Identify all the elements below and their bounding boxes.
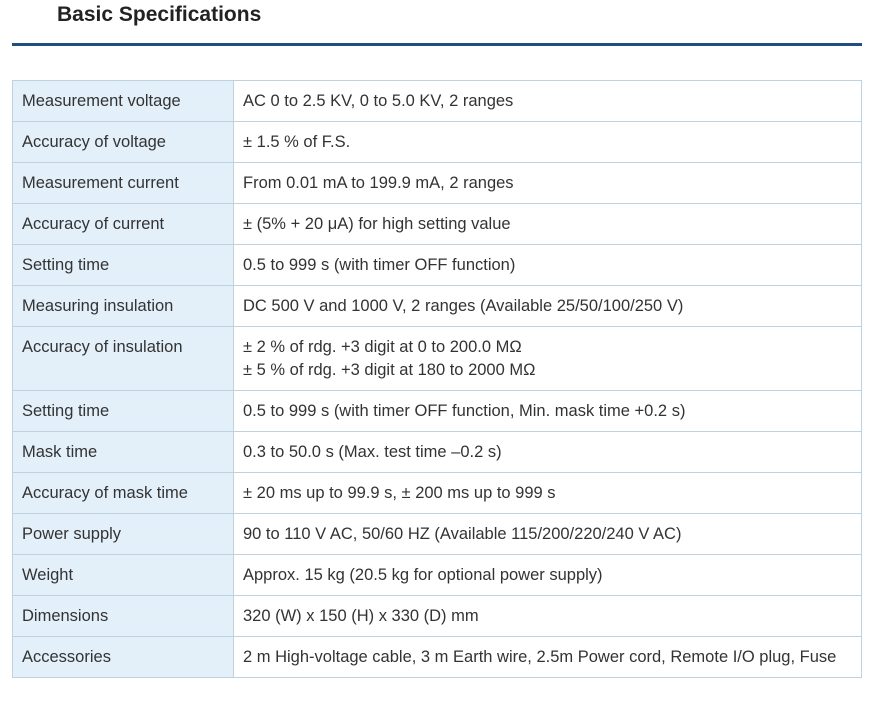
spec-value-cell: 0.5 to 999 s (with timer OFF function, M…: [233, 390, 862, 432]
spec-value: 90 to 110 V AC, 50/60 HZ (Available 115/…: [243, 525, 682, 543]
spec-value: ± 20 ms up to 99.9 s, ± 200 ms up to 999…: [243, 484, 556, 502]
spec-row: Measurement current From 0.01 mA to 199.9…: [12, 162, 862, 204]
spec-value-cell: ± (5% + 20 μA) for high setting value: [233, 203, 862, 245]
spec-value-cell: 90 to 110 V AC, 50/60 HZ (Available 115/…: [233, 513, 862, 555]
spec-value-cell: From 0.01 mA to 199.9 mA, 2 ranges: [233, 162, 862, 204]
spec-value-cell: ± 2 % of rdg. +3 digit at 0 to 200.0 MΩ ±…: [233, 326, 862, 391]
spec-value-cell: 0.5 to 999 s (with timer OFF function): [233, 244, 862, 286]
spec-value-cell: ± 20 ms up to 99.9 s, ± 200 ms up to 999…: [233, 472, 862, 514]
spec-value-cell: Approx. 15 kg (20.5 kg for optional powe…: [233, 554, 862, 596]
spec-row: Weight Approx. 15 kg (20.5 kg for optiona…: [12, 554, 862, 596]
spec-label: Measurement voltage: [12, 80, 234, 122]
spec-value: From 0.01 mA to 199.9 mA, 2 ranges: [243, 174, 514, 192]
spec-label: Accuracy of current: [12, 203, 234, 245]
spec-value-cell: 320 (W) x 150 (H) x 330 (D) mm: [233, 595, 862, 637]
spec-value: 2 m High-voltage cable, 3 m Earth wire, …: [243, 648, 837, 666]
spec-label: Accuracy of mask time: [12, 472, 234, 514]
spec-label: Mask time: [12, 431, 234, 473]
spec-value: ± 5 % of rdg. +3 digit at 180 to 2000 MΩ: [243, 361, 536, 379]
spec-value-cell: 2 m High-voltage cable, 3 m Earth wire, …: [233, 636, 862, 678]
spec-value: ± 1.5 % of F.S.: [243, 133, 351, 151]
spec-value-cell: ± 1.5 % of F.S.: [233, 121, 862, 163]
spec-value: Approx. 15 kg (20.5 kg for optional powe…: [243, 566, 603, 584]
spec-row: Setting time 0.5 to 999 s (with timer OFF…: [12, 244, 862, 286]
spec-row: Mask time 0.3 to 50.0 s (Max. test time –…: [12, 431, 862, 473]
spec-row: Setting time 0.5 to 999 s (with timer OFF…: [12, 390, 862, 432]
specifications-table-body: Measurement voltage AC 0 to 2.5 KV, 0 to …: [12, 80, 862, 678]
spec-label: Accessories: [12, 636, 234, 678]
heading-divider: [12, 43, 862, 46]
spec-row: Accuracy of voltage ± 1.5 % of F.S.: [12, 121, 862, 163]
spec-label: Setting time: [12, 244, 234, 286]
spec-value: ± (5% + 20 μA) for high setting value: [243, 215, 511, 233]
spec-row: Dimensions 320 (W) x 150 (H) x 330 (D) mm: [12, 595, 862, 637]
spec-value: 0.5 to 999 s (with timer OFF function, M…: [243, 402, 686, 420]
spec-label: Measuring insulation: [12, 285, 234, 327]
spec-row: Accuracy of current ± (5% + 20 μA) for hi…: [12, 203, 862, 245]
spec-row: Measurement voltage AC 0 to 2.5 KV, 0 to …: [12, 80, 862, 122]
spec-label: Power supply: [12, 513, 234, 555]
spec-value-cell: AC 0 to 2.5 KV, 0 to 5.0 KV, 2 ranges: [233, 80, 862, 122]
spec-label: Weight: [12, 554, 234, 596]
spec-label: Accuracy of insulation: [12, 326, 234, 391]
spec-value: DC 500 V and 1000 V, 2 ranges (Available…: [243, 297, 684, 315]
spec-value: 320 (W) x 150 (H) x 330 (D) mm: [243, 607, 479, 625]
spec-value: 0.3 to 50.0 s (Max. test time –0.2 s): [243, 443, 502, 461]
spec-value: ± 2 % of rdg. +3 digit at 0 to 200.0 MΩ: [243, 338, 522, 356]
spec-label: Measurement current: [12, 162, 234, 204]
specifications-table: Measurement voltage AC 0 to 2.5 KV, 0 to …: [12, 80, 862, 678]
spec-row: Accuracy of mask time ± 20 ms up to 99.9 …: [12, 472, 862, 514]
spec-label: Accuracy of voltage: [12, 121, 234, 163]
spec-label: Dimensions: [12, 595, 234, 637]
spec-value-cell: 0.3 to 50.0 s (Max. test time –0.2 s): [233, 431, 862, 473]
spec-row: Accuracy of insulation ± 2 % of rdg. +3 d…: [12, 326, 862, 391]
spec-row: Power supply 90 to 110 V AC, 50/60 HZ (Av…: [12, 513, 862, 555]
spec-value: 0.5 to 999 s (with timer OFF function): [243, 256, 516, 274]
spec-value-cell: DC 500 V and 1000 V, 2 ranges (Available…: [233, 285, 862, 327]
spec-label: Setting time: [12, 390, 234, 432]
spec-row: Measuring insulation DC 500 V and 1000 V,…: [12, 285, 862, 327]
section-heading: Basic Specifications: [57, 3, 262, 26]
spec-row: Accessories 2 m High-voltage cable, 3 m E…: [12, 636, 862, 678]
spec-value: AC 0 to 2.5 KV, 0 to 5.0 KV, 2 ranges: [243, 92, 514, 110]
